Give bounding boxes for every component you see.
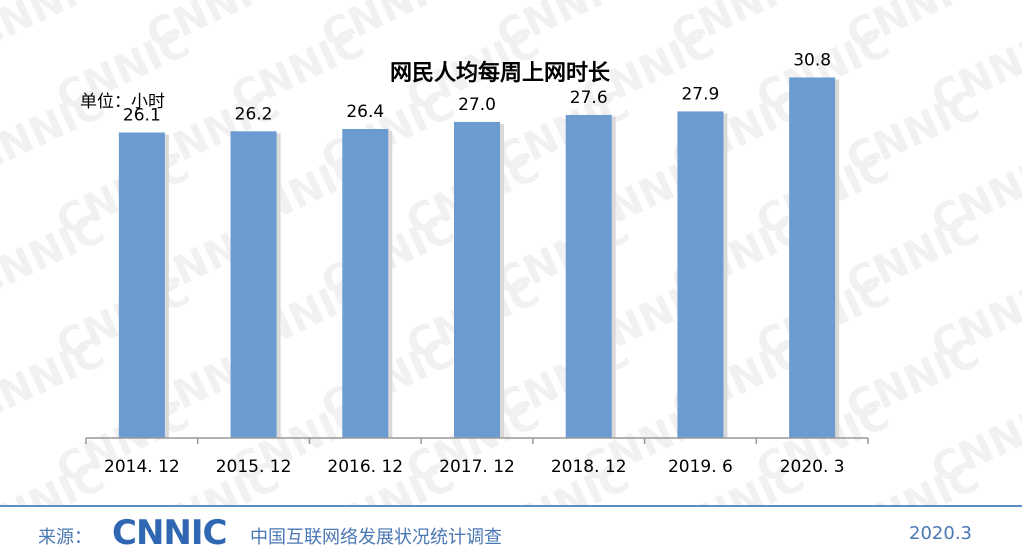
bar-value-label: 27.6 xyxy=(570,88,608,108)
x-tick-label: 2020. 3 xyxy=(780,457,845,477)
bar xyxy=(677,111,724,438)
bar xyxy=(118,132,165,438)
bar xyxy=(342,128,389,438)
ticks-layer: 2014. 12 2015. 12 2016. 12 2017. 12 2018. 12… xyxy=(85,438,869,477)
cnnic-logo: CNNIC xyxy=(112,513,227,553)
x-tick-label: 2016. 12 xyxy=(327,457,403,477)
bar-value-label: 26.2 xyxy=(235,104,273,124)
source-label: 来源： xyxy=(38,527,92,548)
footer-divider xyxy=(0,505,1022,507)
watermark-text: CNNIC xyxy=(0,330,112,431)
chart-title: 网民人均每周上网时长 xyxy=(390,60,611,86)
watermark-text: CNNIC xyxy=(0,206,112,307)
x-tick-label: 2017. 12 xyxy=(439,457,515,477)
x-tick-label: 2015. 12 xyxy=(216,457,292,477)
x-tick-label: 2018. 12 xyxy=(551,457,627,477)
bar-value-label: 27.9 xyxy=(681,84,719,104)
source-org-name: 中国互联网络发展状况统计调查 xyxy=(250,527,502,548)
bar xyxy=(454,121,500,439)
bar-value-label: 27.0 xyxy=(458,95,496,115)
unit-label: 单位：小时 xyxy=(80,92,165,112)
watermark-text: CNNIC xyxy=(840,454,987,505)
bars-layer: 26.1 26.2 26.4 27.0 27.6 27.9 30.8 xyxy=(118,50,840,439)
x-tick-label: 2019. 6 xyxy=(668,457,733,477)
watermark-text: CNNIC xyxy=(1015,454,1022,505)
bar-chart: CNNIC CNNIC CNNIC CNNIC CNNIC CNNIC CNNICCNNIC… xyxy=(0,0,1022,505)
bar xyxy=(789,77,836,438)
footer-date: 2020.3 xyxy=(909,523,972,544)
watermark-text: CNNIC xyxy=(0,0,112,59)
x-tick-label: 2014. 12 xyxy=(104,457,180,477)
bar-value-label: 26.4 xyxy=(346,102,384,122)
bar xyxy=(230,131,277,438)
bar-value-label: 30.8 xyxy=(793,50,831,70)
bar-value-label: 26.1 xyxy=(123,105,161,125)
bar xyxy=(565,114,612,438)
footer: 来源： CNNIC 中国互联网络发展状况统计调查 2020.3 xyxy=(0,505,1022,560)
